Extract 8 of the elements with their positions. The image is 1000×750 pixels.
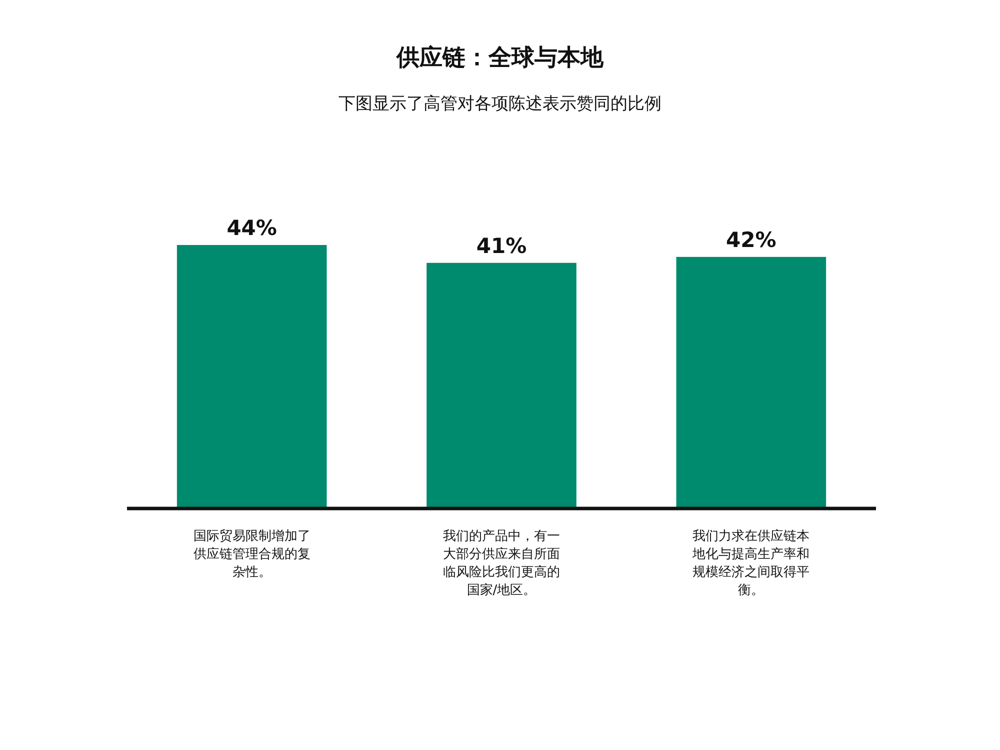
chart-title: 供应链：全球与本地 xyxy=(396,44,604,71)
data-label: 41% xyxy=(476,234,527,258)
x-tick-label: 我们的产品中，有一大部分供应来自所面临风险比我们更高的国家/地区。 xyxy=(443,529,560,598)
data-label: 44% xyxy=(226,216,277,240)
data-label: 42% xyxy=(726,228,776,252)
x-tick-label: 我们力求在供应链本地化与提高生产率和规模经济之间取得平衡。 xyxy=(692,528,810,598)
x-tick-label: 国际贸易限制增加了供应链管理合规的复杂性。 xyxy=(193,529,310,580)
chart-subtitle: 下图显示了高管对各项陈述表示赞同的比例 xyxy=(338,94,662,114)
